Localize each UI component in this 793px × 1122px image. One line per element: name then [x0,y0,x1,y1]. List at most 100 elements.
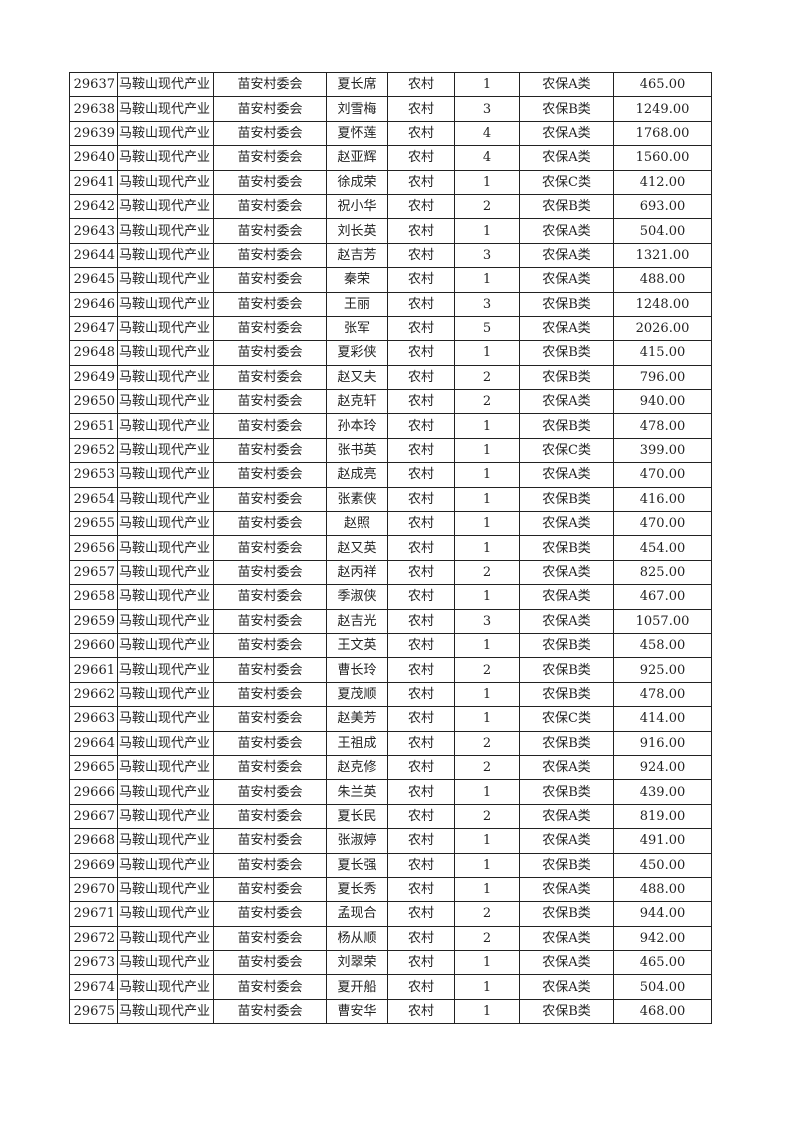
cell-area-type: 农村 [387,779,455,805]
table-row: 29661 马鞍山现代产业 苗安村委会 曹长玲 农村 2 农保B类 925.00 [69,657,712,683]
cell-record-id: 29641 [69,169,118,195]
cell-record-id: 29651 [69,413,118,439]
cell-village-committee: 苗安村委会 [213,657,327,683]
cell-insurance-category: 农保B类 [519,291,614,317]
cell-organization: 马鞍山现代产业 [117,876,214,903]
cell-record-id: 29642 [69,193,118,220]
cell-area-type: 农村 [387,974,455,1000]
cell-amount: 488.00 [613,267,712,293]
cell-household-size: 2 [454,559,520,586]
cell-organization: 马鞍山现代产业 [117,852,214,878]
cell-organization: 马鞍山现代产业 [117,169,214,195]
cell-household-size: 5 [454,315,520,342]
cell-household-size: 1 [454,632,520,659]
table-row: 29657 马鞍山现代产业 苗安村委会 赵丙祥 农村 2 农保A类 825.00 [69,559,712,586]
cell-record-id: 29652 [69,437,118,464]
cell-organization: 马鞍山现代产业 [117,267,214,293]
cell-household-size: 1 [454,828,520,854]
cell-village-committee: 苗安村委会 [213,901,327,927]
cell-record-id: 29644 [69,242,118,269]
cell-organization: 马鞍山现代产业 [117,559,214,586]
cell-organization: 马鞍山现代产业 [117,632,214,659]
cell-insurance-category: 农保B类 [519,632,614,659]
cell-area-type: 农村 [387,413,455,439]
table-row: 29662 马鞍山现代产业 苗安村委会 夏茂顺 农村 1 农保B类 478.00 [69,681,712,708]
cell-organization: 马鞍山现代产业 [117,803,214,830]
cell-village-committee: 苗安村委会 [213,218,327,244]
cell-person-name: 刘长英 [326,218,388,244]
cell-record-id: 29660 [69,632,118,659]
cell-village-committee: 苗安村委会 [213,706,327,732]
cell-household-size: 1 [454,535,520,561]
cell-amount: 491.00 [613,828,712,854]
cell-organization: 马鞍山现代产业 [117,608,214,634]
cell-village-committee: 苗安村委会 [213,828,327,854]
cell-village-committee: 苗安村委会 [213,681,327,708]
cell-amount: 942.00 [613,925,712,952]
cell-insurance-category: 农保A类 [519,754,614,781]
cell-area-type: 农村 [387,706,455,732]
cell-household-size: 1 [454,584,520,610]
cell-village-committee: 苗安村委会 [213,535,327,561]
cell-area-type: 农村 [387,291,455,317]
cell-insurance-category: 农保C类 [519,437,614,464]
cell-person-name: 孟现合 [326,901,388,927]
cell-person-name: 赵美芳 [326,706,388,732]
cell-area-type: 农村 [387,632,455,659]
cell-insurance-category: 农保B类 [519,998,614,1025]
cell-insurance-category: 农保C类 [519,169,614,195]
cell-organization: 马鞍山现代产业 [117,145,214,171]
cell-village-committee: 苗安村委会 [213,462,327,488]
cell-insurance-category: 农保A类 [519,608,614,634]
cell-household-size: 1 [454,437,520,464]
table-row: 29667 马鞍山现代产业 苗安村委会 夏长民 农村 2 农保A类 819.00 [69,803,712,830]
cell-amount: 504.00 [613,974,712,1000]
cell-organization: 马鞍山现代产业 [117,96,214,122]
cell-village-committee: 苗安村委会 [213,340,327,366]
cell-area-type: 农村 [387,169,455,195]
cell-record-id: 29646 [69,291,118,317]
cell-person-name: 王丽 [326,291,388,317]
cell-insurance-category: 农保B类 [519,413,614,439]
cell-area-type: 农村 [387,511,455,537]
cell-person-name: 赵又英 [326,535,388,561]
cell-record-id: 29657 [69,559,118,586]
cell-amount: 478.00 [613,681,712,708]
table-row: 29673 马鞍山现代产业 苗安村委会 刘翠荣 农村 1 农保A类 465.00 [69,950,712,976]
cell-amount: 412.00 [613,169,712,195]
table-row: 29648 马鞍山现代产业 苗安村委会 夏彩侠 农村 1 农保B类 415.00 [69,340,712,366]
cell-organization: 马鞍山现代产业 [117,71,214,98]
cell-person-name: 张素侠 [326,486,388,513]
cell-household-size: 1 [454,681,520,708]
cell-amount: 454.00 [613,535,712,561]
cell-person-name: 赵吉芳 [326,242,388,269]
cell-household-size: 1 [454,267,520,293]
cell-village-committee: 苗安村委会 [213,608,327,634]
cell-record-id: 29668 [69,828,118,854]
cell-person-name: 孙本玲 [326,413,388,439]
cell-village-committee: 苗安村委会 [213,584,327,610]
cell-organization: 马鞍山现代产业 [117,901,214,927]
table-row: 29640 马鞍山现代产业 苗安村委会 赵亚辉 农村 4 农保A类 1560.00 [69,145,712,171]
cell-amount: 925.00 [613,657,712,683]
cell-record-id: 29674 [69,974,118,1000]
cell-household-size: 1 [454,71,520,98]
cell-record-id: 29658 [69,584,118,610]
cell-person-name: 赵丙祥 [326,559,388,586]
cell-area-type: 农村 [387,315,455,342]
cell-amount: 450.00 [613,852,712,878]
table-row: 29660 马鞍山现代产业 苗安村委会 王文英 农村 1 农保B类 458.00 [69,632,712,659]
cell-organization: 马鞍山现代产业 [117,413,214,439]
table-row: 29671 马鞍山现代产业 苗安村委会 孟现合 农村 2 农保B类 944.00 [69,901,712,927]
cell-organization: 马鞍山现代产业 [117,242,214,269]
cell-village-committee: 苗安村委会 [213,145,327,171]
cell-household-size: 1 [454,169,520,195]
cell-amount: 1249.00 [613,96,712,122]
table-row: 29638 马鞍山现代产业 苗安村委会 刘雪梅 农村 3 农保B类 1249.00 [69,96,712,122]
cell-record-id: 29670 [69,876,118,903]
cell-record-id: 29637 [69,71,118,98]
cell-amount: 470.00 [613,462,712,488]
cell-area-type: 农村 [387,462,455,488]
table-row: 29655 马鞍山现代产业 苗安村委会 赵照 农村 1 农保A类 470.00 [69,511,712,537]
cell-village-committee: 苗安村委会 [213,852,327,878]
